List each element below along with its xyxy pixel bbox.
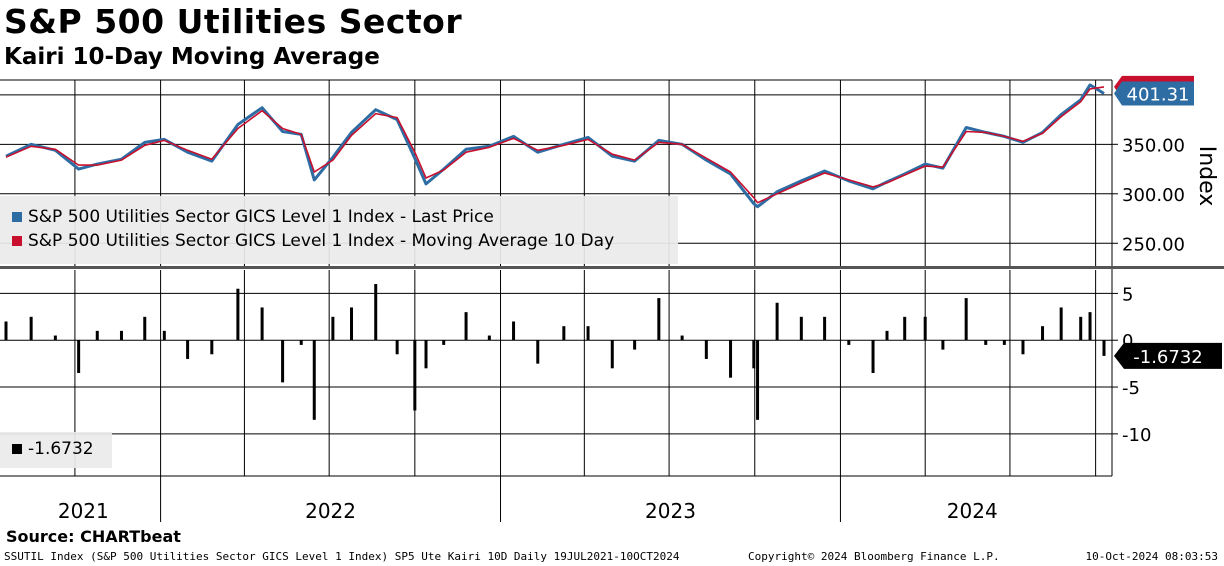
kairi-bar (610, 340, 614, 369)
y-tick-label: -5 (1122, 378, 1140, 399)
last-value-tag-kairi (1114, 342, 1222, 369)
kairi-bar (756, 340, 760, 420)
kairi-bar (413, 340, 417, 411)
y-tick-label: -10 (1122, 425, 1151, 446)
last-value-tag-last-price (1114, 81, 1194, 106)
y-axis-title: Index (1194, 146, 1219, 207)
legend-label-moving-average: S&P 500 Utilities Sector GICS Level 1 In… (28, 231, 615, 251)
kairi-bar (1041, 326, 1045, 341)
kairi-bar (1059, 307, 1063, 341)
legend-item-last-price: S&P 500 Utilities Sector GICS Level 1 In… (12, 207, 494, 227)
kairi-bar (1102, 340, 1106, 356)
kairi-bar (299, 340, 303, 345)
kairi-bar (424, 340, 428, 369)
kairi-bar (1002, 340, 1006, 345)
y-tick-label: 250.00 (1122, 234, 1185, 255)
kairi-bar (1079, 316, 1083, 341)
kairi-bar (562, 326, 566, 341)
kairi-bar (281, 340, 285, 383)
kairi-bar (586, 326, 590, 341)
panel-divider (0, 266, 1224, 269)
last-value-label: 401.31 (1127, 85, 1190, 106)
kairi-bar (512, 321, 516, 341)
kairi-bar (350, 307, 354, 341)
kairi-bar (260, 307, 264, 341)
kairi-bar (823, 316, 827, 341)
kairi-legend: -1.6732 (0, 432, 112, 468)
x-tick-label: 2024 (947, 499, 998, 523)
series-line-last-price (5, 83, 1105, 209)
kairi-bar (442, 340, 446, 345)
footer-timestamp: 10-Oct-2024 08:03:53 (1085, 550, 1218, 563)
y-tick-label: 350.00 (1122, 135, 1185, 156)
legend-label-last-price: S&P 500 Utilities Sector GICS Level 1 In… (28, 207, 494, 227)
legend-swatch-moving-average (12, 236, 22, 246)
kairi-bar (29, 316, 33, 341)
kairi-bar (680, 335, 684, 341)
kairi-bar (729, 340, 733, 378)
kairi-bar (210, 340, 214, 355)
kairi-bar (964, 298, 968, 341)
kairi-bar (657, 298, 661, 341)
kairi-bar (1021, 340, 1025, 355)
source-note: Source: CHARTbeat (6, 527, 181, 546)
kairi-bar (923, 316, 927, 341)
kairi-bar (162, 330, 166, 341)
series-line-moving-average (5, 86, 1105, 204)
kairi-bar (903, 316, 907, 341)
kairi-bar (77, 340, 81, 373)
kairi-bar (374, 284, 378, 341)
kairi-bar (536, 340, 540, 364)
kairi-bar (95, 330, 99, 341)
kairi-bar (143, 316, 147, 341)
kairi-bar (487, 335, 491, 341)
footer-ticker-info: SSUTIL Index (S&P 500 Utilities Sector G… (4, 550, 680, 563)
kairi-bar (1088, 312, 1092, 341)
kairi-bar (395, 340, 399, 355)
x-tick-label: 2022 (305, 499, 356, 523)
kairi-bar (871, 340, 875, 373)
kairi-bar (633, 340, 637, 350)
kairi-bar (186, 340, 190, 359)
kairi-bar (847, 340, 851, 345)
kairi-bar (775, 302, 779, 341)
kairi-bar (704, 340, 708, 359)
footer-copyright: Copyright© 2024 Bloomberg Finance L.P. (748, 550, 1000, 563)
x-tick-label: 2021 (58, 499, 109, 523)
legend-swatch-last-price (12, 212, 22, 222)
price-legend: S&P 500 Utilities Sector GICS Level 1 In… (0, 196, 678, 264)
kairi-bar (53, 335, 57, 341)
legend-item-kairi: -1.6732 (12, 439, 94, 459)
y-tick-label: 0 (1122, 331, 1133, 352)
kairi-bar (312, 340, 316, 420)
chart-title: S&P 500 Utilities Sector (4, 2, 463, 41)
kairi-bar (941, 340, 945, 350)
legend-label-kairi: -1.6732 (28, 439, 94, 459)
kairi-last-value-label: -1.6732 (1133, 347, 1202, 368)
kairi-bar (885, 330, 889, 341)
y-tick-label: 300.00 (1122, 185, 1185, 206)
chart-subtitle: Kairi 10-Day Moving Average (4, 44, 380, 70)
legend-item-moving-average: S&P 500 Utilities Sector GICS Level 1 In… (12, 231, 614, 251)
kairi-bar (331, 316, 335, 341)
y-tick-label: 5 (1122, 284, 1133, 305)
kairi-bar (799, 316, 803, 341)
x-tick-label: 2023 (645, 499, 696, 523)
legend-swatch-kairi (12, 444, 22, 454)
kairi-bar (119, 330, 123, 341)
kairi-bar (4, 321, 8, 341)
kairi-bar (236, 288, 240, 341)
kairi-bar (464, 312, 468, 341)
kairi-bar (752, 340, 756, 369)
kairi-bar (984, 340, 988, 345)
